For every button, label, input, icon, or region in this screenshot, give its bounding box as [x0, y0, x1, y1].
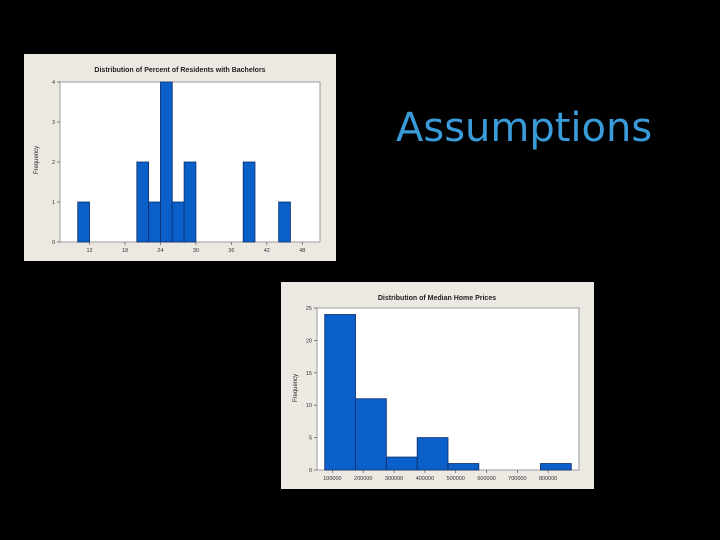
x-tick-label: 42	[264, 248, 270, 254]
y-tick-label: 0	[52, 240, 55, 246]
histogram-bar	[540, 463, 572, 471]
histogram-bar	[242, 161, 256, 243]
x-tick-label: 30	[193, 248, 199, 254]
histogram-bar	[148, 201, 161, 243]
x-tick-label: 500000	[447, 476, 465, 482]
histogram-bar	[183, 161, 197, 243]
chart-title: Distribution of Median Home Prices	[378, 295, 496, 302]
x-tick-label: 700000	[508, 476, 526, 482]
y-axis-label: Frequency	[34, 146, 40, 174]
y-tick-label: 1	[52, 200, 55, 206]
histogram-bar	[171, 201, 185, 243]
y-tick-label: 20	[306, 338, 312, 344]
histogram-bar	[278, 201, 291, 243]
histogram-home-prices-chart: Distribution of Median Home Prices Frequ…	[281, 282, 594, 489]
y-tick-label: 5	[309, 436, 312, 442]
x-tick-label: 600000	[477, 476, 495, 482]
x-tick-label: 12	[86, 248, 92, 254]
histogram-bar	[385, 456, 418, 471]
histogram-home-prices-svg: Distribution of Median Home Prices Frequ…	[293, 295, 580, 482]
histogram-bachelors-svg: Distribution of Percent of Residents wit…	[34, 67, 321, 254]
histogram-bar	[416, 437, 449, 471]
histogram-bar	[447, 463, 480, 471]
x-tick-label: 800000	[539, 476, 557, 482]
x-tick-label: 300000	[385, 476, 403, 482]
y-tick-label: 3	[52, 120, 55, 126]
histogram-bar	[77, 201, 90, 243]
y-tick-label: 0	[309, 468, 312, 474]
histogram-bar	[160, 81, 173, 243]
slide-title: Assumptions	[396, 105, 653, 151]
x-tick-label: 24	[157, 248, 163, 254]
y-tick-label: 2	[52, 160, 55, 166]
x-tick-label: 48	[299, 248, 305, 254]
x-tick-label: 18	[122, 248, 128, 254]
histogram-bar	[136, 161, 150, 243]
x-tick-label: 400000	[416, 476, 434, 482]
y-tick-label: 4	[52, 80, 55, 86]
histogram-bachelors-chart: Distribution of Percent of Residents wit…	[24, 54, 336, 261]
y-axis-label: Frequency	[293, 374, 299, 402]
x-tick-label: 36	[228, 248, 234, 254]
chart-title: Distribution of Percent of Residents wit…	[94, 67, 265, 74]
x-tick-label: 100000	[323, 476, 341, 482]
y-tick-label: 25	[306, 306, 312, 312]
histogram-bar	[324, 314, 356, 471]
histogram-bar	[355, 398, 387, 471]
x-tick-label: 200000	[354, 476, 372, 482]
y-tick-label: 15	[306, 371, 312, 377]
y-tick-label: 10	[306, 403, 312, 409]
